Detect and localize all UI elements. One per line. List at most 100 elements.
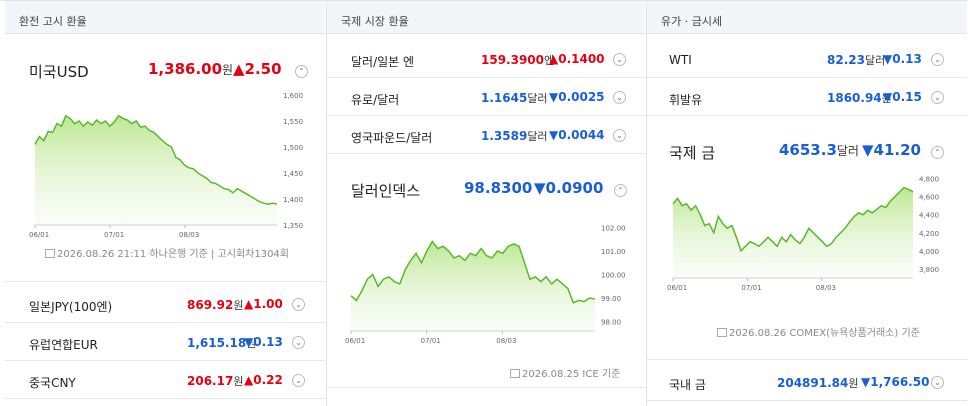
- oil-row-change: ▼0.15: [883, 90, 922, 104]
- chart-y-tick: 99.00: [601, 295, 621, 303]
- exchange-row[interactable]: 유럽연합EUR 1,615.18원 ▼0.13 ⌄: [5, 323, 325, 361]
- chart-y-tick: 4,000: [919, 248, 939, 256]
- exchange-panel: 환전 고시 환율 미국USD 1,386.00원 ▲2.50 ⌃ 1,600 1,…: [5, 1, 325, 406]
- oil-row-change: ▼0.13: [883, 52, 922, 66]
- gold-card[interactable]: 국제 금 4653.3달러 ▼41.20 ⌃ 4,800 4,600 4,400 4,…: [647, 120, 967, 360]
- chart-y-tick: 4,800: [919, 176, 939, 184]
- chevron-down-icon[interactable]: ⌄: [292, 336, 305, 349]
- chevron-down-icon[interactable]: ⌄: [931, 53, 944, 66]
- intl-row-value: 1.1645달러: [481, 91, 548, 105]
- chevron-down-icon[interactable]: ⌄: [613, 53, 626, 66]
- chart-y-tick: 100.00: [601, 272, 626, 280]
- chevron-down-icon[interactable]: ⌄: [931, 91, 944, 104]
- chart-x-tick: 08/03: [816, 284, 836, 292]
- oil-row-value: 1860.94원: [827, 91, 892, 105]
- intl-row[interactable]: 영국파운드/달러 1.3589달러 ▼0.0044 ⌄: [327, 116, 645, 154]
- intl-row-name: 영국파운드/달러: [351, 131, 433, 145]
- chart-x-tick: 08/03: [496, 337, 516, 345]
- dollar-index-chart: 102.00 101.00 100.00 99.00 98.00 06/01 07/01 08…: [345, 224, 626, 345]
- chart-x-tick: 08/03: [179, 231, 199, 239]
- chart-y-tick: 98.00: [601, 319, 621, 327]
- usd-card[interactable]: 미국USD 1,386.00원 ▲2.50 ⌃ 1,600 1,550 1,500 1…: [5, 35, 325, 282]
- chart-y-tick: 101.00: [601, 248, 626, 256]
- chart-y-tick: 1,500: [283, 144, 303, 152]
- oil-row-name: 휘발유: [669, 93, 703, 107]
- exchange-row[interactable]: 일본JPY(100엔) 869.92원 ▲1.00 ⌄: [5, 285, 325, 323]
- dollar-index-change: ▼0.0900: [534, 179, 604, 197]
- dollar-index-source: 2026.08.25 ICE 기준: [510, 365, 620, 380]
- intl-row-value: 1.3589달러: [481, 129, 548, 143]
- intl-row-value: 159.3900엔: [481, 53, 555, 67]
- chart-area: [351, 241, 595, 331]
- chart-y-tick: 1,600: [283, 92, 303, 100]
- gold-change: ▼41.20: [862, 141, 921, 159]
- chart-x-tick: 06/01: [345, 337, 365, 345]
- chart-y-tick: 1,400: [283, 196, 303, 204]
- collapse-icon[interactable]: ⌃: [931, 146, 944, 159]
- chart-y-tick: 1,450: [283, 170, 303, 178]
- oil-row[interactable]: 휘발유 1860.94원 ▼0.15 ⌄: [647, 78, 967, 116]
- chart-y-tick: 1,550: [283, 118, 303, 126]
- exchange-row-change: ▲0.22: [244, 373, 283, 387]
- usd-value: 1,386.00원: [148, 60, 234, 78]
- chart-y-tick: 1,350: [283, 222, 303, 230]
- exchange-row-value: 1,615.18원: [187, 336, 257, 350]
- chevron-down-icon[interactable]: ⌄: [613, 91, 626, 104]
- chevron-down-icon[interactable]: ⌄: [292, 298, 305, 311]
- chart-line: [672, 186, 914, 253]
- exchange-row-name: 유럽연합EUR: [29, 338, 98, 352]
- chart-source-icon: [717, 328, 727, 337]
- chart-x-tick: 07/01: [421, 337, 441, 345]
- gold-name: 국제 금: [669, 144, 716, 162]
- chart-y-tick: 4,200: [919, 230, 939, 238]
- intl-row-change: ▲0.1400: [549, 52, 605, 66]
- chevron-down-icon[interactable]: ⌄: [292, 374, 305, 387]
- collapse-icon[interactable]: ⌃: [614, 184, 627, 197]
- usd-name: 미국USD: [29, 63, 89, 81]
- chart-x-tick: 07/01: [741, 284, 761, 292]
- gold-source: 2026.08.26 COMEX(뉴욕상품거래소) 기준: [717, 324, 920, 339]
- dollar-index-name: 달러인덱스: [351, 182, 421, 200]
- intl-row[interactable]: 유로/달러 1.1645달러 ▼0.0025 ⌄: [327, 78, 645, 116]
- intl-row-name: 달러/일본 엔: [351, 55, 415, 69]
- exchange-row-change: ▼0.13: [244, 335, 283, 349]
- intl-panel-title: 국제 시장 환율: [327, 1, 645, 34]
- chart-y-tick: 4,400: [919, 212, 939, 220]
- intl-row[interactable]: 달러/일본 엔 159.3900엔 ▲0.1400 ⌄: [327, 40, 645, 78]
- chart-y-tick: 4,600: [919, 194, 939, 202]
- domestic-gold-row[interactable]: 국내 금 204891.84원 ▼1,766.50 ⌄: [647, 363, 967, 401]
- oil-row-value: 82.23달러: [827, 53, 886, 67]
- chart-x-tick: 07/01: [104, 231, 124, 239]
- exchange-row-value: 206.17원: [187, 374, 244, 388]
- exchange-panel-title: 환전 고시 환율: [5, 1, 325, 34]
- chart-area: [35, 115, 277, 225]
- oil-gold-panel-title: 유가 · 금시세: [647, 1, 967, 34]
- usd-chart: 1,600 1,550 1,500 1,450 1,400 1,350 06/01 07/01…: [29, 92, 303, 239]
- chart-line: [350, 240, 596, 304]
- chevron-down-icon[interactable]: ⌄: [931, 376, 944, 389]
- usd-change: ▲2.50: [233, 60, 282, 78]
- oil-row-name: WTI: [669, 53, 692, 67]
- oil-row[interactable]: WTI 82.23달러 ▼0.13 ⌄: [647, 40, 967, 78]
- domestic-gold-change: ▼1,766.50: [861, 375, 930, 389]
- domestic-gold-name: 국내 금: [669, 378, 706, 392]
- exchange-row-value: 869.92원: [187, 298, 244, 312]
- exchange-row[interactable]: 중국CNY 206.17원 ▲0.22 ⌄: [5, 361, 325, 399]
- exchange-row-name: 일본JPY(100엔): [29, 300, 113, 314]
- chart-y-tick: 3,800: [919, 266, 939, 274]
- chevron-down-icon[interactable]: ⌄: [613, 129, 626, 142]
- domestic-gold-value: 204891.84원: [777, 376, 859, 390]
- collapse-icon[interactable]: ⌃: [295, 65, 308, 78]
- exchange-row-name: 중국CNY: [29, 376, 76, 390]
- chart-source-icon: [510, 369, 520, 378]
- chart-x-tick: 06/01: [667, 284, 687, 292]
- intl-row-name: 유로/달러: [351, 93, 400, 107]
- intl-panel: 국제 시장 환율 달러/일본 엔 159.3900엔 ▲0.1400 ⌄ 유로/달러 1.…: [327, 1, 645, 406]
- dollar-index-card[interactable]: 달러인덱스 98.8300 ▼0.0900 ⌃ 102.00 101.00 100.…: [327, 158, 645, 388]
- exchange-row-change: ▲1.00: [244, 297, 283, 311]
- chart-x-tick: 06/01: [29, 231, 49, 239]
- chart-line: [34, 114, 278, 205]
- intl-row-change: ▼0.0025: [549, 90, 605, 104]
- gold-value: 4653.3달러: [779, 141, 859, 159]
